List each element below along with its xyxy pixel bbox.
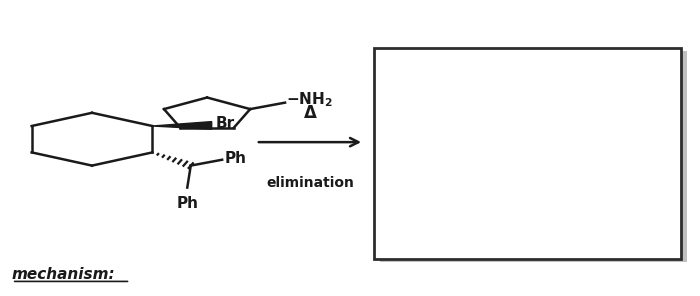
Polygon shape [153, 122, 211, 129]
Text: Δ: Δ [304, 104, 316, 122]
Text: Br: Br [215, 116, 235, 131]
Text: Ph: Ph [176, 196, 198, 211]
Text: $\mathbf{-NH_2}$: $\mathbf{-NH_2}$ [286, 90, 333, 109]
Bar [374, 48, 681, 259]
Text: mechanism:: mechanism: [12, 267, 116, 281]
Text: Ph: Ph [224, 151, 246, 166]
Text: elimination: elimination [266, 176, 354, 190]
Bar [380, 51, 687, 262]
